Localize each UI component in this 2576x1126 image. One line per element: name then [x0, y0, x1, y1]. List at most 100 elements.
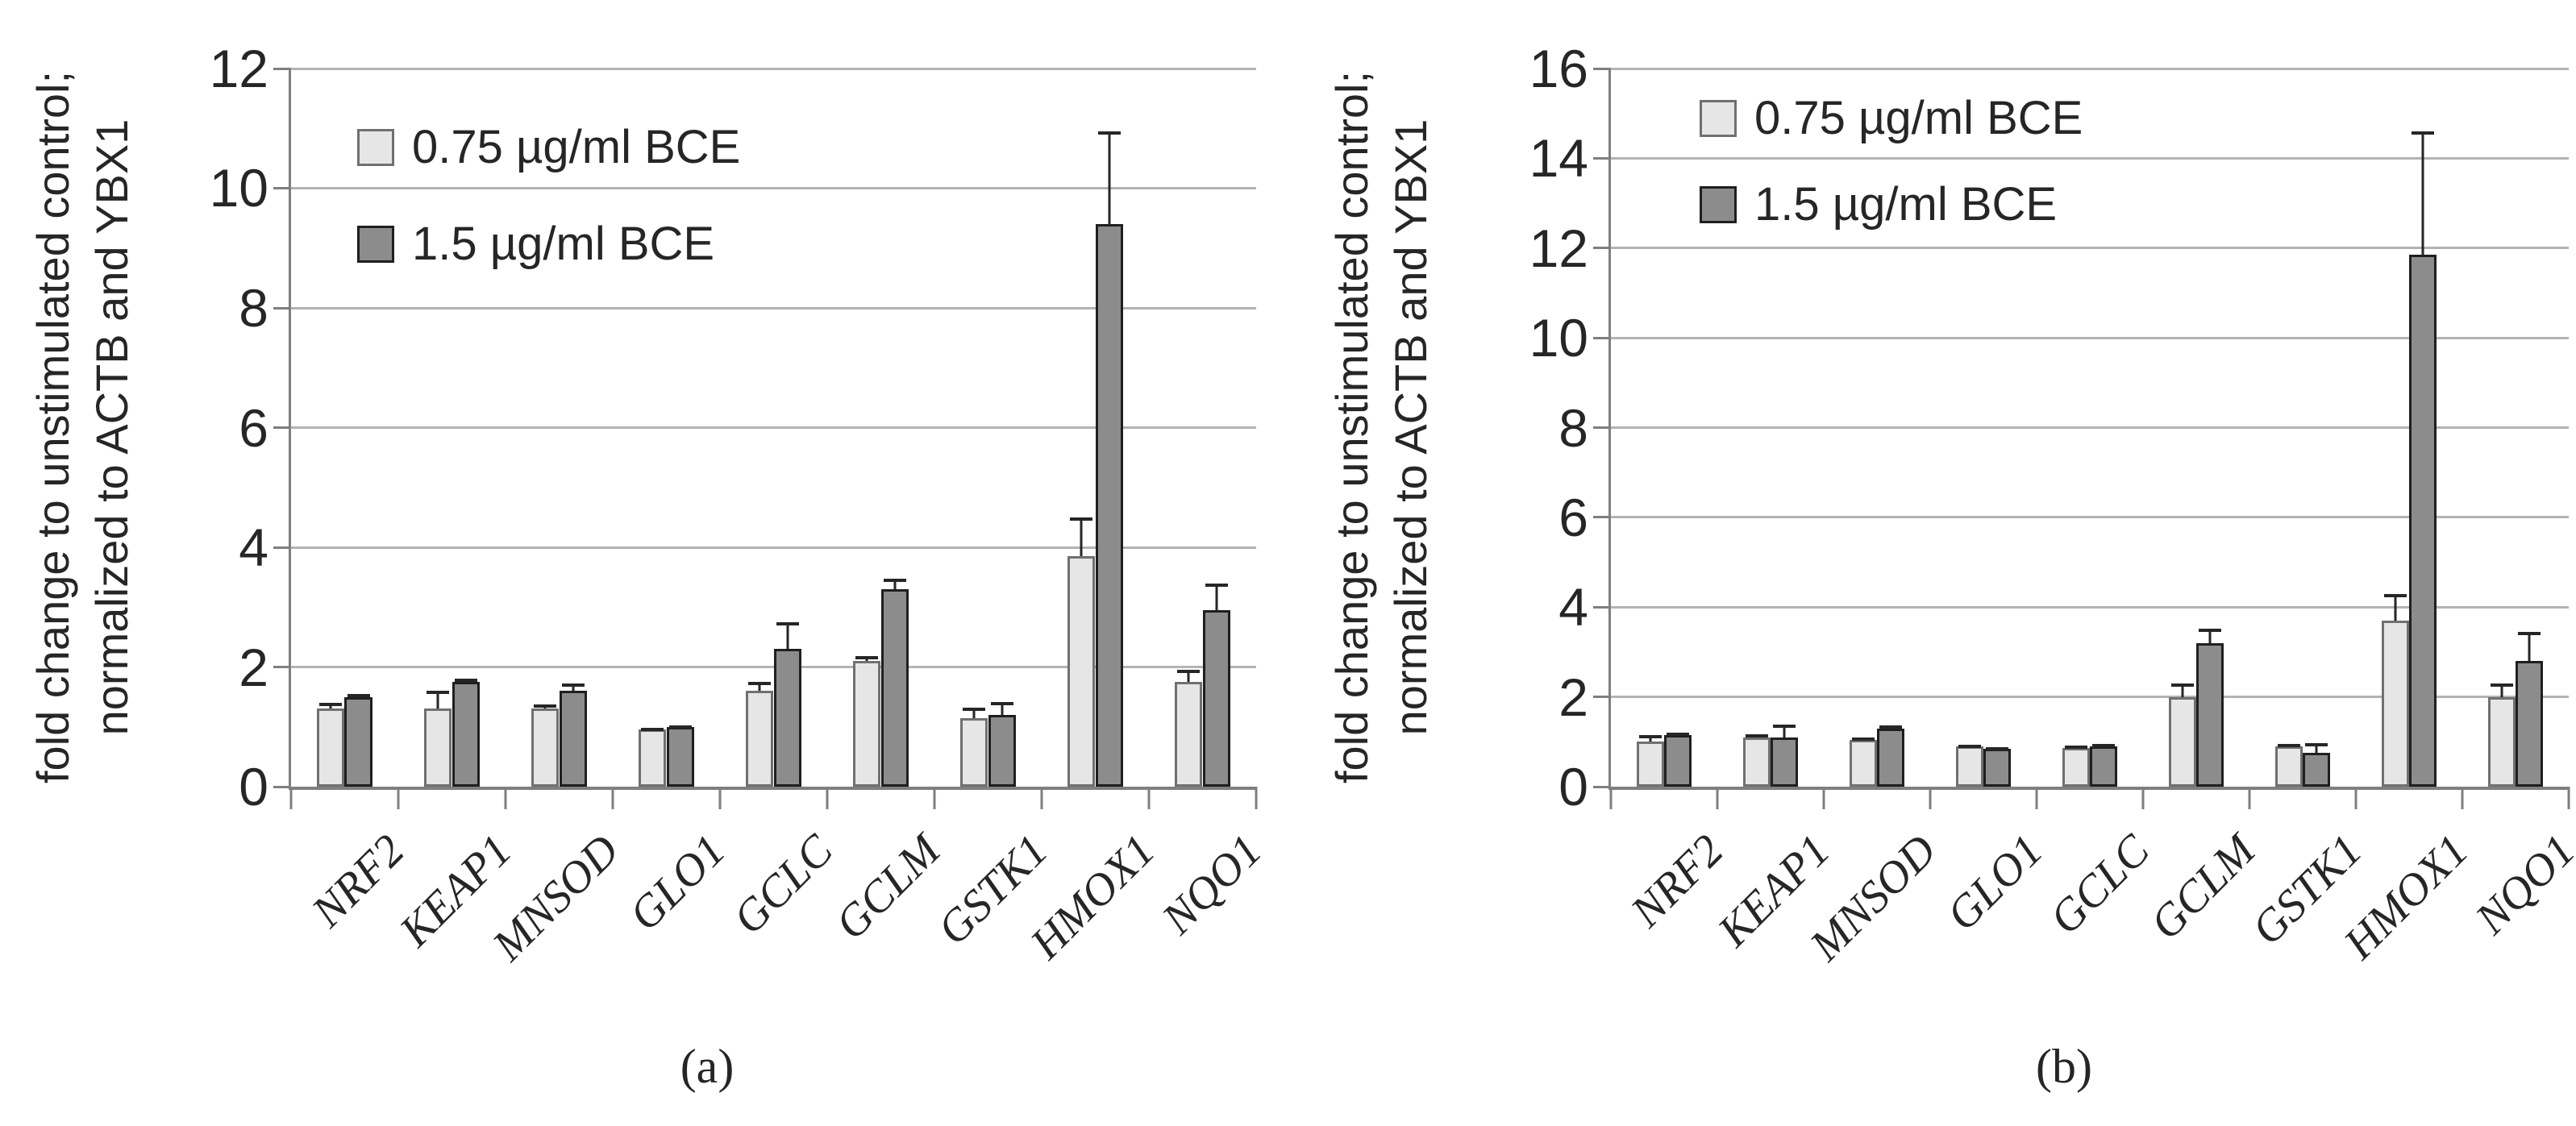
- error-bar-cap: [2278, 744, 2301, 748]
- error-bar-line: [893, 579, 897, 589]
- bar-gclc-dose-high: [773, 649, 801, 787]
- plot-area-a: 0 2 4 6 8 10 12 NRF2 KEAP1 MNSOD GLO1 GCLC GCLM GSTK1…: [210, 42, 1272, 970]
- bar-glo1-dose-low: [639, 729, 667, 787]
- legend-swatch-low-icon: [357, 128, 394, 166]
- error-bar-line: [2528, 631, 2531, 662]
- x-tick-mark: [2248, 787, 2251, 809]
- bar-hmox1-dose-low: [2382, 620, 2409, 787]
- x-category-label: GCLC: [723, 825, 843, 945]
- gridline: [291, 67, 1256, 70]
- y-tick-mark: [1593, 785, 1611, 788]
- y-tick-label: 14: [1529, 128, 1588, 189]
- error-bar-line: [2208, 629, 2212, 643]
- error-bar-nrf2-dose-low: [1639, 734, 1663, 742]
- error-bar-cap: [963, 708, 986, 712]
- error-bar-cap: [1639, 734, 1663, 738]
- x-tick-mark: [1609, 787, 1613, 809]
- bar-nrf2-dose-high: [344, 696, 372, 787]
- error-bar-cap: [2171, 683, 2195, 687]
- error-bar-line: [1108, 131, 1111, 225]
- y-tick-label: 4: [1559, 577, 1588, 638]
- error-bar-line: [2421, 131, 2424, 256]
- error-bar-cap: [641, 728, 664, 732]
- error-bar-line: [2315, 742, 2318, 754]
- x-category-label: GCLM: [2141, 825, 2266, 949]
- x-tick-mark: [504, 787, 507, 809]
- x-category-label: GLO1: [620, 825, 736, 941]
- error-bar-cap: [855, 656, 879, 660]
- error-bar-cap: [2384, 593, 2407, 597]
- legend-label: 0.75 µg/ml BCE: [1754, 92, 2083, 144]
- bar-nrf2-dose-high: [1663, 734, 1692, 787]
- y-tick-mark: [1593, 156, 1611, 160]
- y-tick-mark: [1593, 696, 1611, 699]
- x-category-label: GCLM: [826, 825, 951, 949]
- error-bar-line: [1649, 734, 1652, 742]
- error-bar-cap: [347, 693, 370, 697]
- error-bar-gclc-dose-low: [2065, 745, 2088, 749]
- error-bar-cap: [2411, 131, 2434, 135]
- error-bar-line: [436, 691, 439, 709]
- bar-keap1-dose-high: [452, 682, 480, 787]
- error-bar-line: [2500, 683, 2503, 697]
- y-axis-title: fold change to unstimulated control; nor…: [1323, 71, 1441, 783]
- error-bar-cap: [534, 704, 557, 708]
- bar-gstk1-dose-low: [960, 717, 988, 787]
- x-tick-mark: [1929, 787, 1932, 809]
- error-bar-gstk1-dose-high: [990, 701, 1013, 715]
- y-tick-label: 10: [209, 158, 268, 218]
- x-tick-mark: [1040, 787, 1043, 809]
- y-tick-label: 8: [239, 277, 268, 338]
- y-axis-title: fold change to unstimulated control; nor…: [24, 71, 142, 783]
- error-bar-line: [1187, 670, 1190, 683]
- error-bar-cap: [427, 691, 450, 695]
- gridline: [291, 426, 1256, 429]
- error-bar-cap: [2304, 742, 2328, 746]
- error-bar-glo1-dose-low: [641, 728, 664, 732]
- gridline: [291, 546, 1256, 549]
- error-bar-glo1-dose-high: [1985, 747, 2008, 751]
- chart-panel-a: fold change to unstimulated control; nor…: [24, 42, 1272, 1091]
- error-bar-mnsod-dose-low: [1852, 737, 1875, 741]
- error-bar-gclc-dose-high: [2091, 744, 2115, 748]
- error-bar-cap: [668, 725, 692, 729]
- legend-item-dose-high: 1.5 µg/ml BCE: [1700, 177, 2057, 231]
- error-bar-cap: [883, 579, 906, 583]
- y-tick-mark: [1593, 516, 1611, 519]
- gridline: [1611, 426, 2569, 429]
- y-tick-label: 12: [209, 39, 268, 98]
- y-tick-mark: [273, 546, 291, 549]
- y-tick-label: 0: [239, 757, 268, 816]
- x-tick-mark: [1147, 787, 1151, 809]
- x-tick-mark: [1822, 787, 1825, 809]
- bar-gclm-dose-high: [880, 588, 909, 787]
- error-bar-hmox1-dose-low: [1070, 517, 1093, 557]
- legend-swatch-high-icon: [1700, 185, 1737, 223]
- error-bar-glo1-dose-low: [1958, 745, 1982, 749]
- error-bar-keap1-dose-low: [427, 691, 450, 709]
- error-bar-line: [572, 683, 575, 692]
- legend-item-dose-low: 0.75 µg/ml BCE: [357, 120, 740, 174]
- x-tick-mark: [1716, 787, 1719, 809]
- error-bar-cap: [1177, 670, 1201, 674]
- error-bar-gclm-dose-low: [855, 656, 879, 662]
- error-bar-gclm-dose-high: [2198, 629, 2221, 643]
- error-bar-nqo1-dose-high: [2517, 631, 2541, 662]
- bar-keap1-dose-high: [1771, 737, 1798, 787]
- legend-item-dose-high: 1.5 µg/ml BCE: [357, 217, 714, 271]
- error-bar-line: [2181, 683, 2184, 697]
- bar-gclc-dose-high: [2090, 746, 2117, 787]
- error-bar-cap: [1985, 747, 2008, 751]
- bar-mnsod-dose-high: [559, 691, 587, 787]
- legend-label: 1.5 µg/ml BCE: [412, 218, 715, 270]
- error-bar-cap: [2065, 745, 2088, 749]
- y-axis-title-line1: fold change to unstimulated control;: [1326, 70, 1378, 784]
- x-tick-mark: [2035, 787, 2038, 809]
- error-bar-nqo1-dose-low: [1177, 670, 1201, 683]
- error-bar-cap: [1070, 517, 1093, 521]
- error-bar-nqo1-dose-low: [2491, 683, 2514, 697]
- legend-item-dose-low: 0.75 µg/ml BCE: [1700, 91, 2083, 145]
- legend-label: 0.75 µg/ml BCE: [412, 121, 741, 173]
- y-tick-mark: [273, 187, 291, 189]
- error-bar-line: [1080, 517, 1083, 557]
